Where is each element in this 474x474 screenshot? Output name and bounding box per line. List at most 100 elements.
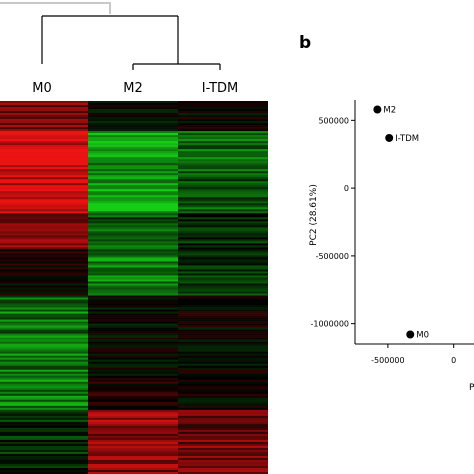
heatmap-cell [88, 109, 178, 112]
heatmap-cell [88, 245, 178, 248]
heatmap-cell [88, 113, 178, 116]
y-axis-label: PC2 (28.61%) [309, 184, 319, 246]
heatmap-cell [0, 421, 88, 425]
heatmap-cell [0, 259, 88, 262]
heatmap-cell [88, 137, 178, 140]
heatmap-cell [178, 369, 268, 373]
heatmap-cell [178, 341, 268, 344]
heatmap-cell [178, 333, 268, 336]
heatmap-cell [0, 297, 88, 300]
heatmap-cell [0, 157, 88, 160]
heatmap-cell [88, 409, 178, 413]
heatmap-cell [88, 233, 178, 236]
heatmap-cell [88, 251, 178, 254]
heatmap-cell [88, 311, 178, 314]
heatmap-cell [178, 231, 268, 234]
heatmap-cell [178, 347, 268, 350]
heatmap-cell [88, 431, 178, 435]
heatmap-cell [0, 375, 88, 379]
heatmap-cell [0, 319, 88, 322]
heatmap-cell [178, 261, 268, 264]
heatmap-cell [0, 295, 88, 298]
heatmap-cell [0, 193, 88, 196]
heatmap-cell [178, 391, 268, 395]
heatmap-cell [178, 433, 268, 437]
heatmap-cell [88, 267, 178, 270]
heatmap-cell [178, 145, 268, 148]
heatmap-cell [88, 273, 178, 276]
heatmap-cell [178, 325, 268, 328]
heatmap-cell [88, 439, 178, 443]
heatmap-cell [88, 103, 178, 106]
heatmap-cell [88, 121, 178, 124]
heatmap-cell [0, 339, 88, 342]
heatmap-cell [88, 405, 178, 409]
heatmap-cell [178, 179, 268, 182]
heatmap-cell [178, 135, 268, 138]
heatmap-cell [88, 367, 178, 371]
heatmap-cell [178, 131, 268, 134]
heatmap-cell [88, 327, 178, 330]
heatmap-cell [88, 149, 178, 152]
heatmap-cell [88, 229, 178, 232]
heatmap-cell [0, 449, 88, 453]
heatmap-cell [0, 165, 88, 168]
heatmap-cell [0, 363, 88, 367]
heatmap-cell [178, 357, 268, 360]
heatmap-cell [178, 253, 268, 256]
heatmap-cell [88, 305, 178, 308]
heatmap-cell [88, 167, 178, 170]
heatmap-cell [88, 201, 178, 204]
heatmap-cell [0, 389, 88, 393]
heatmap-cell [0, 371, 88, 375]
heatmap-cell [88, 393, 178, 397]
heatmap-cell [88, 173, 178, 176]
heatmap-cell [88, 295, 178, 298]
heatmap-cell [178, 137, 268, 140]
heatmap-cell [0, 365, 88, 369]
heatmap-cell [88, 189, 178, 192]
heatmap-cell [0, 323, 88, 326]
heatmap-cell [178, 113, 268, 116]
heatmap-cell [88, 415, 178, 419]
heatmap-cell [178, 235, 268, 238]
heatmap-cell [88, 411, 178, 415]
heatmap-cell [0, 213, 88, 216]
heatmap-cell [88, 259, 178, 262]
heatmap-cell [0, 217, 88, 220]
heatmap-cell [178, 297, 268, 300]
heatmap-cell [88, 329, 178, 332]
heatmap-cell [0, 263, 88, 266]
heatmap-cell [88, 445, 178, 449]
heatmap-cell [88, 349, 178, 352]
heatmap-cell [88, 289, 178, 292]
heatmap-cell [178, 265, 268, 268]
heatmap-cell [88, 331, 178, 334]
heatmap-cell [0, 127, 88, 130]
heatmap-cell [178, 351, 268, 354]
heatmap-cell [88, 465, 178, 469]
heatmap-cell [88, 197, 178, 200]
heatmap-cell [0, 153, 88, 156]
heatmap-cell [0, 387, 88, 391]
heatmap-cell [88, 101, 178, 104]
heatmap-cell [0, 367, 88, 371]
heatmap-cell [178, 171, 268, 174]
heatmap-cell [178, 147, 268, 150]
heatmap-cell [178, 449, 268, 453]
heatmap-cell [0, 183, 88, 186]
y-tick-label: -1000000 [310, 320, 349, 329]
heatmap-cell [178, 165, 268, 168]
heatmap-cell [88, 447, 178, 451]
heatmap-cell [178, 443, 268, 447]
heatmap-cell [178, 267, 268, 270]
heatmap-cell [178, 101, 268, 104]
heatmap-cell [178, 381, 268, 385]
heatmap-cell [88, 353, 178, 356]
heatmap-cell [0, 331, 88, 334]
heatmap-cell [88, 337, 178, 340]
heatmap-cell [178, 127, 268, 130]
heatmap-cell [0, 163, 88, 166]
heatmap-cell [178, 389, 268, 393]
heatmap-cell [0, 313, 88, 316]
